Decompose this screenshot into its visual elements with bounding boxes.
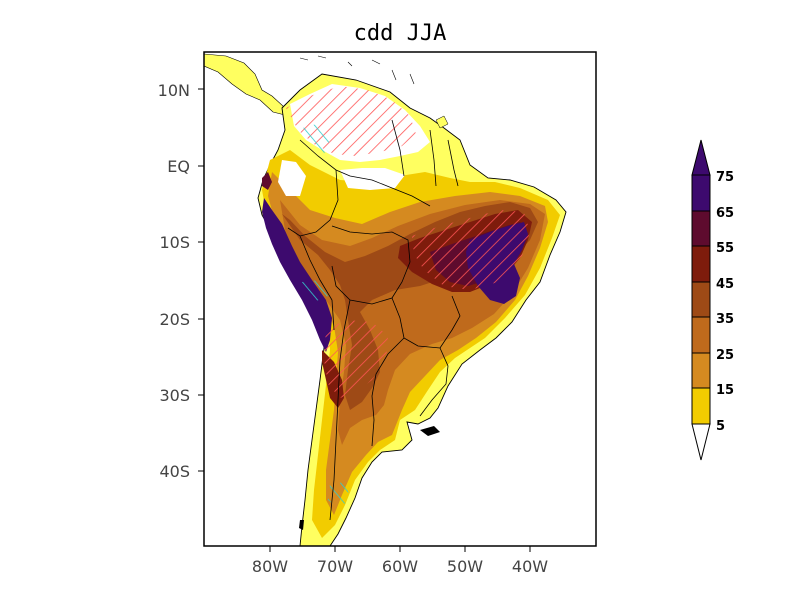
country-borders	[287, 119, 461, 521]
colorbar-swatch	[691, 245, 711, 283]
map-title: cdd JJA	[354, 21, 447, 46]
lat-label: 10S	[159, 233, 190, 252]
colorbar-label: 35	[716, 312, 734, 327]
lon-label: 80W	[252, 557, 288, 576]
colorbar-label: 55	[716, 241, 734, 256]
colorbar-under-triangle	[691, 423, 711, 461]
hatch-south	[324, 320, 388, 398]
map-content	[204, 53, 567, 546]
lon-ticks	[269, 546, 531, 552]
colorbar-swatch	[691, 174, 711, 212]
lon-label: 70W	[317, 557, 353, 576]
colorbar-label: 75	[716, 170, 734, 185]
colorbar-over-triangle	[691, 139, 711, 176]
cyan-hatch-1	[302, 124, 330, 154]
northwest-white-patch	[278, 160, 306, 196]
caribbean-islands	[299, 55, 415, 85]
colorbar-swatch	[691, 352, 711, 389]
lat-label: 20S	[159, 310, 190, 329]
cyan-hatch-3	[302, 280, 328, 302]
chiloe-island	[299, 520, 304, 530]
lat-label: 30S	[159, 386, 190, 405]
colorbar-swatch	[691, 281, 711, 318]
lat-label: 40S	[159, 462, 190, 481]
lon-labels: 80W 70W 60W 50W 40W	[252, 557, 548, 576]
lat-ticks	[198, 88, 204, 472]
lon-label: 60W	[382, 557, 418, 576]
colorbar-label: 65	[716, 206, 734, 221]
central-america-land	[204, 53, 286, 116]
colorbar-label: 5	[716, 419, 725, 434]
colorbar-swatch	[691, 387, 711, 425]
lat-labels: 10N EQ 10S 20S 30S 40S	[158, 81, 190, 481]
colorbar-swatch	[691, 316, 711, 354]
falklands-patch	[420, 426, 440, 436]
trinidad-region	[435, 115, 449, 129]
colorbar: 75 65 55 45 35 25 15 5	[691, 139, 734, 461]
hatch-central	[412, 210, 530, 290]
colorbar-label: 45	[716, 277, 734, 292]
lon-label: 40W	[512, 557, 548, 576]
lon-label: 50W	[447, 557, 483, 576]
lat-label: EQ	[167, 157, 190, 176]
lat-label: 10N	[158, 81, 190, 100]
colorbar-label: 25	[716, 348, 734, 363]
colorbar-label: 15	[716, 383, 734, 398]
colorbar-swatch	[691, 210, 711, 247]
cdd-band-75-plus	[262, 198, 528, 352]
